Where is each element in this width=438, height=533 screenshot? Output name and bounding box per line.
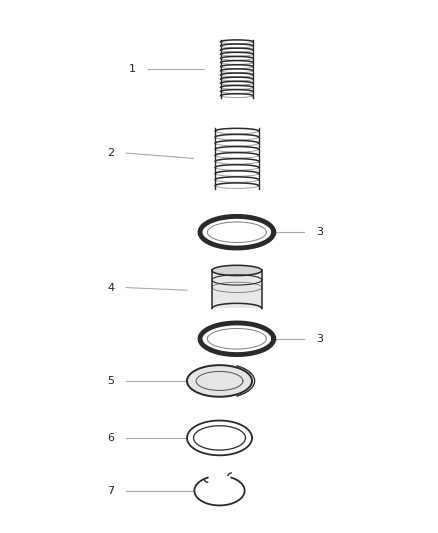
Text: 3: 3 [315, 227, 322, 237]
Polygon shape [203, 220, 270, 244]
Text: 4: 4 [107, 282, 114, 293]
Polygon shape [189, 423, 249, 453]
Text: 7: 7 [107, 486, 114, 496]
Polygon shape [203, 327, 270, 351]
Text: 1: 1 [129, 64, 136, 74]
Text: 5: 5 [107, 376, 114, 386]
Polygon shape [187, 365, 251, 397]
Text: 6: 6 [107, 433, 114, 443]
Polygon shape [212, 270, 261, 309]
Text: 3: 3 [315, 334, 322, 344]
Polygon shape [212, 265, 261, 276]
Text: 2: 2 [107, 148, 114, 158]
